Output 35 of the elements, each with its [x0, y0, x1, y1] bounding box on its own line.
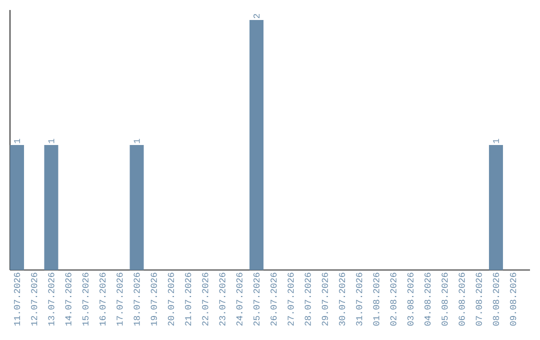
x-tick-label: 07.08.2026 — [476, 272, 482, 326]
x-tick-label: 03.08.2026 — [407, 272, 414, 326]
x-tick-label: 31.07.2026 — [356, 272, 362, 326]
x-tick-label: 08.08.2026 — [492, 272, 500, 326]
x-tick-label: 21.07.2026 — [185, 272, 192, 326]
x-tick-label: 25.07.2026 — [253, 272, 260, 326]
x-tick-label: 05.08.2026 — [442, 272, 448, 326]
x-tick-label: 13.07.2026 — [48, 272, 54, 326]
x-tick-label: 22.07.2026 — [202, 272, 208, 326]
x-tick-label: 29.07.2026 — [322, 272, 328, 326]
x-tick-label: 20.07.2026 — [168, 272, 174, 326]
x-tick-label: 30.07.2026 — [338, 272, 346, 326]
data-label: 1 — [14, 138, 20, 144]
x-tick-label: 17.07.2026 — [116, 272, 123, 326]
x-tick-label: 28.07.2026 — [304, 272, 311, 326]
x-tick-label: 23.07.2026 — [219, 272, 226, 326]
x-tick-label: 24.07.2026 — [236, 272, 242, 326]
x-tick-label: 11.07.2026 — [14, 272, 20, 326]
x-tick-label: 04.08.2026 — [424, 272, 431, 326]
x-tick-label: 19.07.2026 — [150, 272, 157, 326]
x-tick-label: 16.07.2026 — [99, 272, 106, 326]
x-tick-label: 27.07.2026 — [288, 272, 294, 326]
x-tick-label: 15.07.2026 — [82, 272, 88, 326]
x-tick-label: 01.08.2026 — [373, 272, 380, 326]
data-label: 2 — [253, 14, 260, 18]
x-tick-label: 26.07.2026 — [270, 272, 277, 326]
x-tick-label: 18.07.2026 — [134, 272, 140, 326]
data-label: 1 — [493, 138, 499, 144]
x-tick-label: 09.08.2026 — [510, 272, 516, 326]
x-tick-label: 14.07.2026 — [65, 272, 72, 326]
x-tick-label: 02.08.2026 — [390, 272, 396, 326]
data-label: 1 — [134, 138, 140, 144]
data-label: 1 — [48, 138, 54, 144]
x-tick-label: 06.08.2026 — [458, 272, 465, 326]
x-tick-label: 12.07.2026 — [31, 272, 38, 326]
